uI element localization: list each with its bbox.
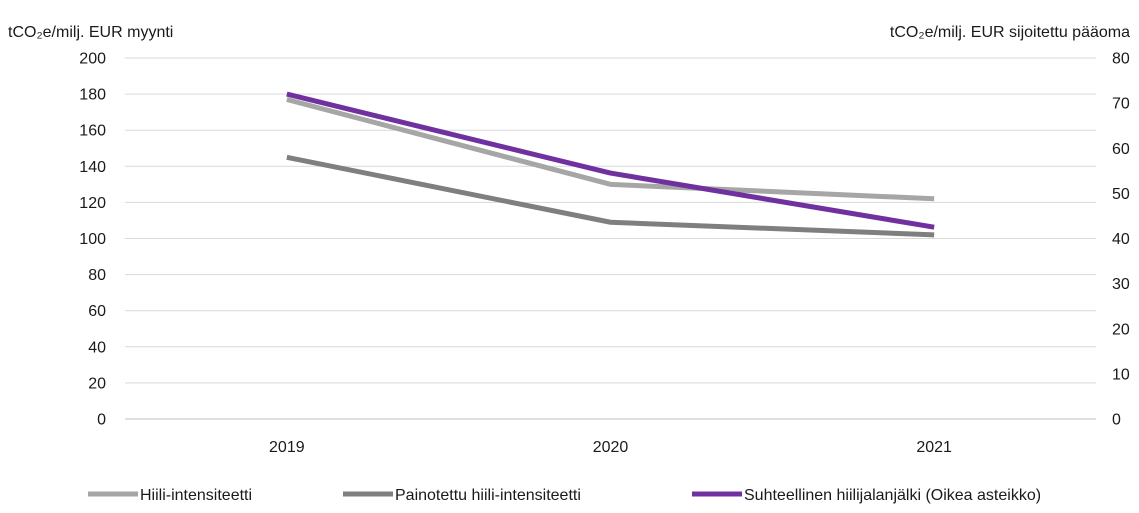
left-tick-label: 0 — [97, 412, 106, 429]
left-tick-label: 140 — [79, 159, 106, 176]
x-tick-label: 2019 — [269, 439, 305, 456]
x-axis-ticks: 2019 2020 2021 — [269, 439, 952, 456]
right-axis-ticks: 0 10 20 30 40 50 60 70 80 — [1112, 51, 1130, 429]
left-tick-label: 60 — [88, 303, 106, 320]
left-tick-label: 80 — [88, 267, 106, 284]
left-tick-label: 160 — [79, 123, 106, 140]
left-tick-label: 100 — [79, 231, 106, 248]
right-tick-label: 80 — [1112, 51, 1130, 68]
left-tick-label: 40 — [88, 339, 106, 356]
right-tick-label: 0 — [1112, 412, 1121, 429]
right-tick-label: 20 — [1112, 321, 1130, 338]
left-axis-ticks: 0 20 40 60 80 100 120 140 160 180 200 — [79, 51, 106, 429]
right-tick-label: 10 — [1112, 366, 1130, 383]
right-tick-label: 40 — [1112, 231, 1130, 248]
right-tick-label: 50 — [1112, 186, 1130, 203]
legend: Hiili-intensiteetti Painotettu hiili-inte… — [88, 487, 1041, 504]
series-lines — [286, 91, 935, 238]
gridlines — [125, 57, 1096, 420]
legend-label: Hiili-intensiteetti — [140, 487, 252, 504]
right-tick-label: 70 — [1112, 96, 1130, 113]
legend-label: Suhteellinen hiilijalanjälki (Oikea aste… — [744, 487, 1041, 504]
left-tick-label: 180 — [79, 87, 106, 104]
right-axis-title: tCO₂e/milj. EUR sijoitettu pääoma — [890, 24, 1130, 41]
series-line-1 — [286, 97, 935, 202]
legend-label: Painotettu hiili-intensiteetti — [395, 487, 581, 504]
right-tick-label: 60 — [1112, 141, 1130, 158]
right-tick-label: 30 — [1112, 276, 1130, 293]
left-tick-label: 120 — [79, 195, 106, 212]
x-tick-label: 2020 — [593, 439, 629, 456]
left-tick-label: 20 — [88, 375, 106, 392]
x-tick-label: 2021 — [916, 439, 952, 456]
left-tick-label: 200 — [79, 51, 106, 68]
left-axis-title: tCO₂e/milj. EUR myynti — [8, 24, 173, 41]
series-line-2 — [286, 154, 935, 238]
series-line-3 — [286, 91, 935, 230]
